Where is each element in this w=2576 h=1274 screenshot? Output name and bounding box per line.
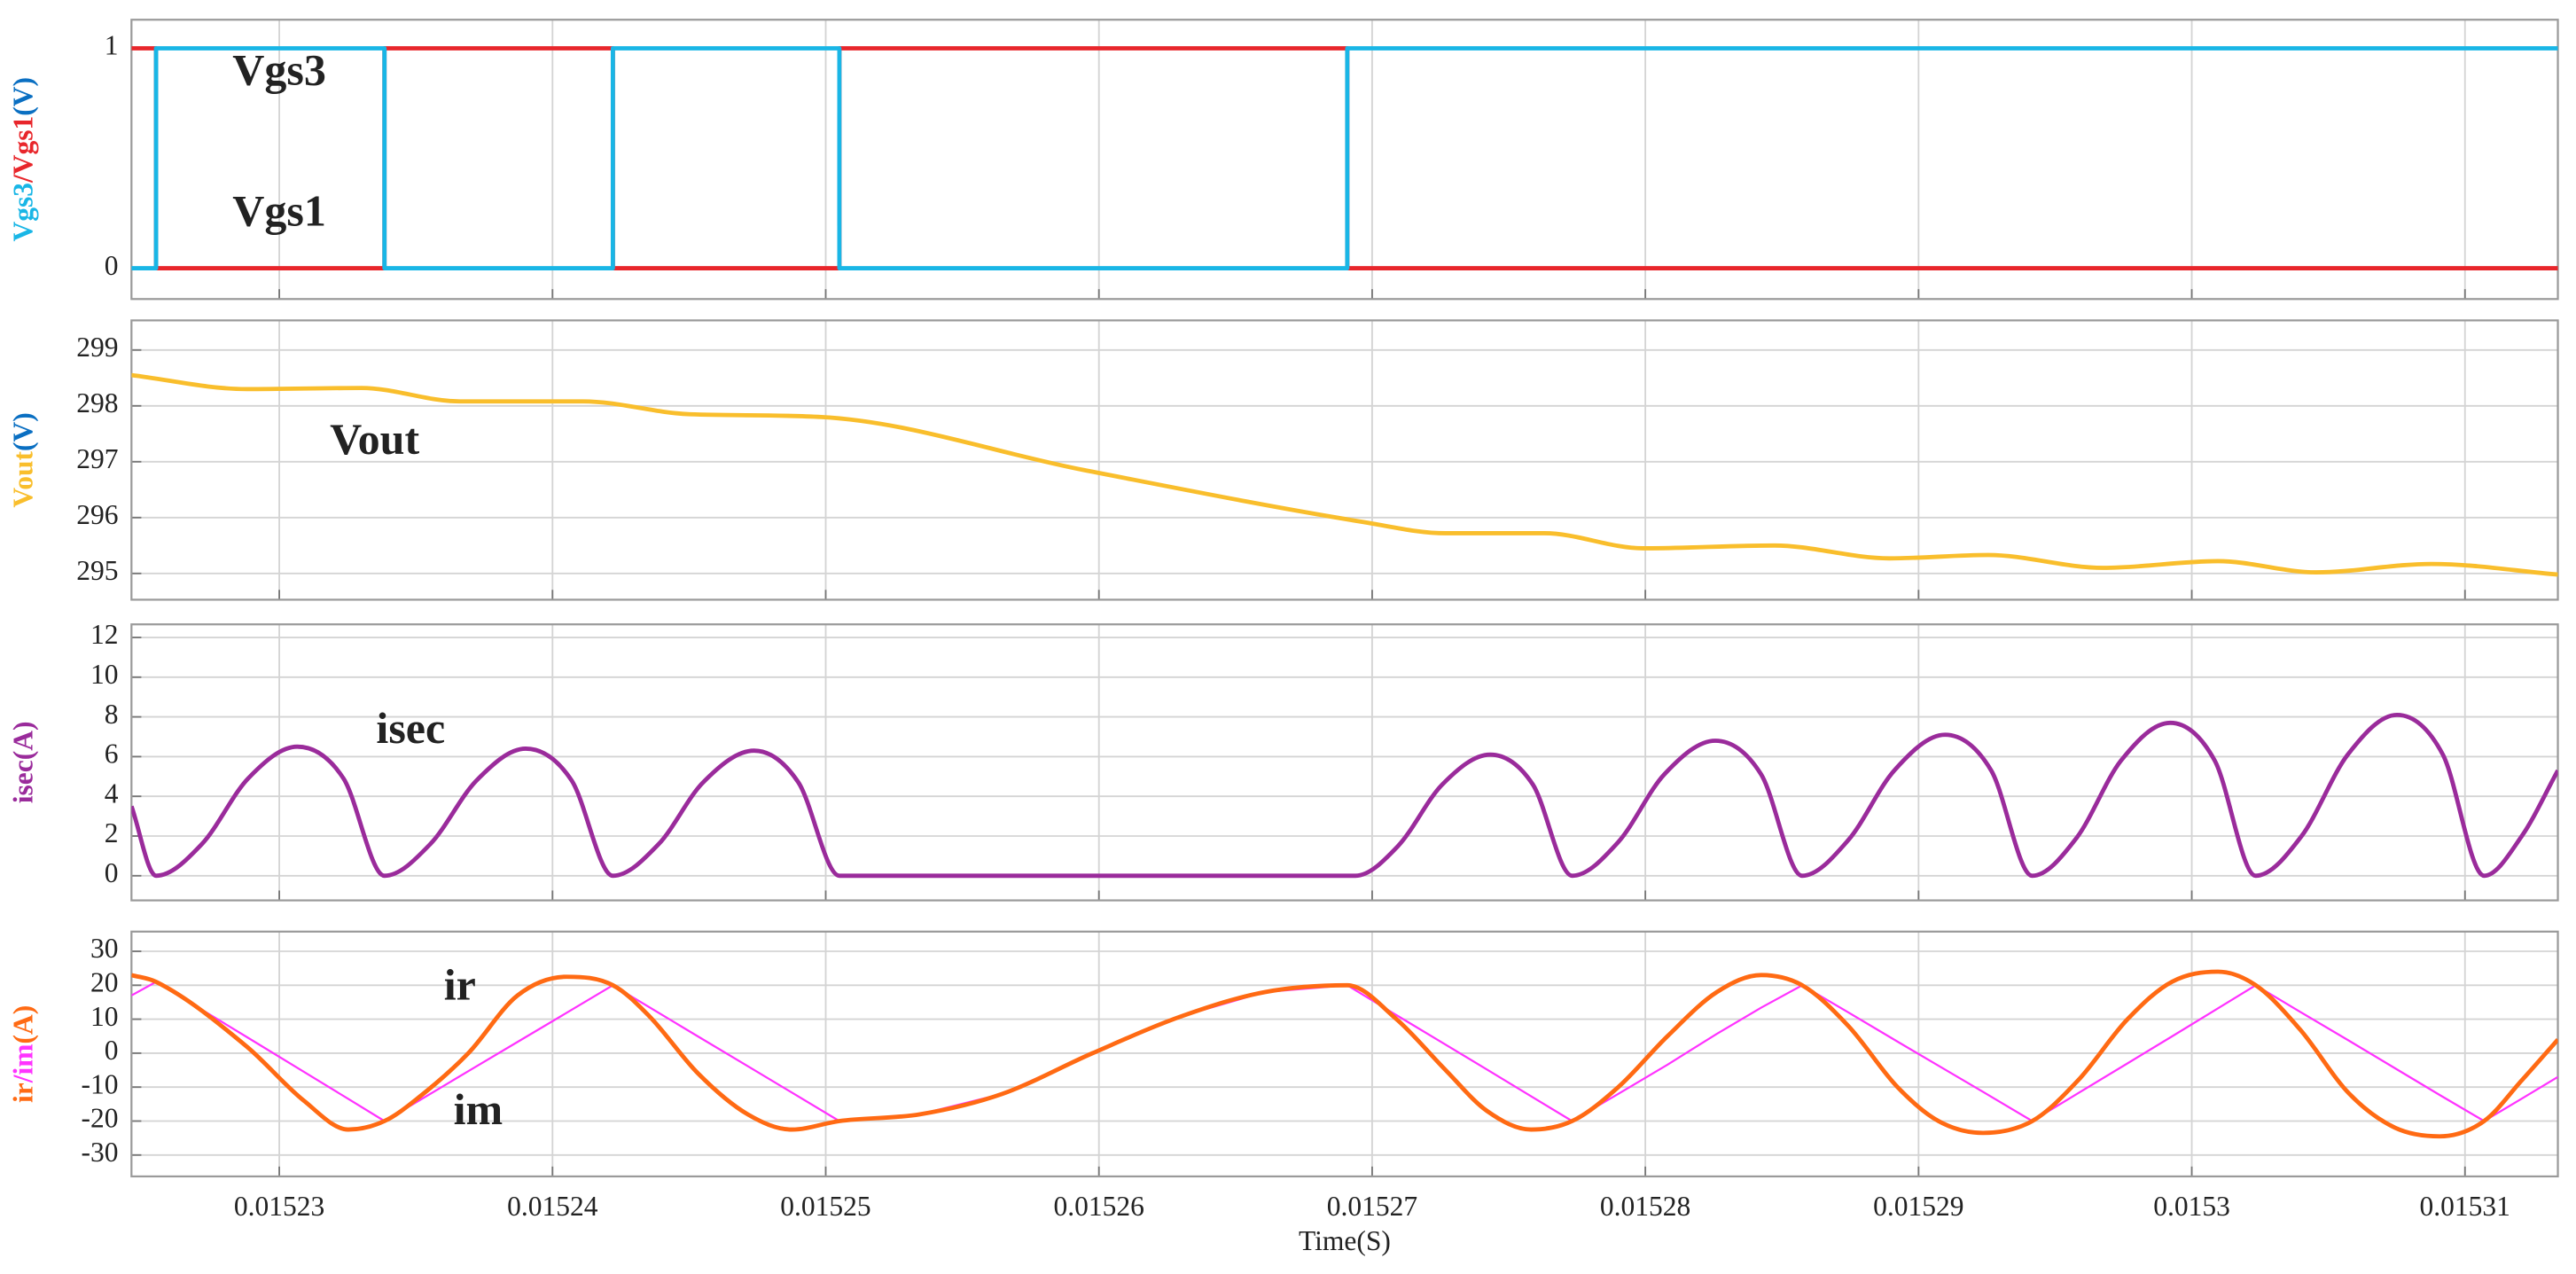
- x-tick-label: 0.01523: [234, 1191, 324, 1222]
- series-line: [131, 46, 2558, 270]
- series-line: [131, 981, 2558, 1122]
- panel: 0 1 Vgs3 Vgs1 Vgs3/Vgs1(V): [8, 19, 2559, 301]
- y-tick-label: 295: [76, 555, 118, 586]
- y-tick-label: 299: [76, 332, 118, 363]
- y-axis-label-part: Vgs3: [8, 183, 39, 242]
- annotation: Vgs1: [232, 186, 326, 236]
- y-tick-label: -10: [81, 1068, 118, 1099]
- y-axis-label-part: ir: [8, 1083, 39, 1103]
- y-tick-label: 30: [90, 933, 118, 964]
- plot-area: [131, 624, 2558, 901]
- y-tick-label: -20: [81, 1103, 118, 1134]
- y-axis-label-part: Vout: [8, 450, 39, 507]
- annotation: Vgs3: [232, 45, 326, 95]
- series-line: [131, 712, 2558, 879]
- x-tick-label: 0.01526: [1054, 1191, 1144, 1222]
- y-tick-label: 298: [76, 387, 118, 418]
- y-tick-label: 2: [105, 817, 119, 848]
- y-tick-label: 296: [76, 499, 118, 530]
- panel: 0 2 4 6 8 10 12 isec isec(A): [8, 619, 2559, 902]
- x-tick-label: 0.01524: [507, 1191, 598, 1222]
- x-tick-label: 0.01531: [2420, 1191, 2510, 1222]
- x-tick-label: 0.01529: [1873, 1191, 1963, 1222]
- x-axis-label: Time(S): [1299, 1225, 1391, 1256]
- plot-area: [131, 931, 2558, 1176]
- y-tick-label: 297: [76, 443, 118, 474]
- y-axis-label-part: (V): [8, 412, 39, 451]
- plot-area: [131, 20, 2558, 300]
- y-tick-label: 8: [105, 699, 119, 730]
- y-tick-label: 0: [105, 250, 119, 281]
- y-axis-label: ir/im(A): [8, 1005, 39, 1103]
- y-axis-label-part: /Vgs1: [8, 116, 39, 184]
- y-tick-label: 10: [90, 1001, 118, 1032]
- plot-frame: [130, 623, 2559, 902]
- y-axis-label: Vgs3/Vgs1(V): [8, 77, 39, 242]
- x-tick-label: 0.0153: [2153, 1191, 2230, 1222]
- x-tick-label: 0.01527: [1327, 1191, 1417, 1222]
- y-axis-label-part: /im: [8, 1043, 39, 1083]
- series-line: [131, 372, 2558, 577]
- y-axis-label: isec(A): [8, 722, 39, 804]
- y-tick-label: 12: [90, 619, 118, 650]
- y-tick-label: 6: [105, 739, 119, 770]
- annotation: im: [454, 1084, 503, 1134]
- annotation: ir: [444, 959, 476, 1009]
- annotation: Vout: [330, 414, 419, 464]
- plot-frame: [130, 930, 2559, 1178]
- annotation: isec: [376, 703, 445, 753]
- y-tick-label: -30: [81, 1137, 118, 1168]
- y-axis-label-part: (V): [8, 77, 39, 116]
- y-tick-label: 4: [105, 778, 119, 809]
- y-tick-label: 20: [90, 967, 118, 998]
- plot-frame: [130, 19, 2559, 301]
- y-axis-label-part: isec(A): [8, 722, 39, 804]
- y-tick-label: 0: [105, 857, 119, 888]
- plot-area: [131, 320, 2558, 600]
- y-tick-label: 10: [90, 659, 118, 690]
- y-axis-label-part: (A): [8, 1005, 39, 1044]
- y-tick-label: 1: [105, 30, 119, 61]
- y-axis-label: Vout(V): [8, 412, 39, 507]
- x-tick-label: 0.01528: [1600, 1191, 1690, 1222]
- y-tick-label: 0: [105, 1035, 119, 1066]
- plot-frame: [130, 319, 2559, 601]
- x-tick-label: 0.01525: [780, 1191, 870, 1222]
- series-line: [131, 969, 2558, 1139]
